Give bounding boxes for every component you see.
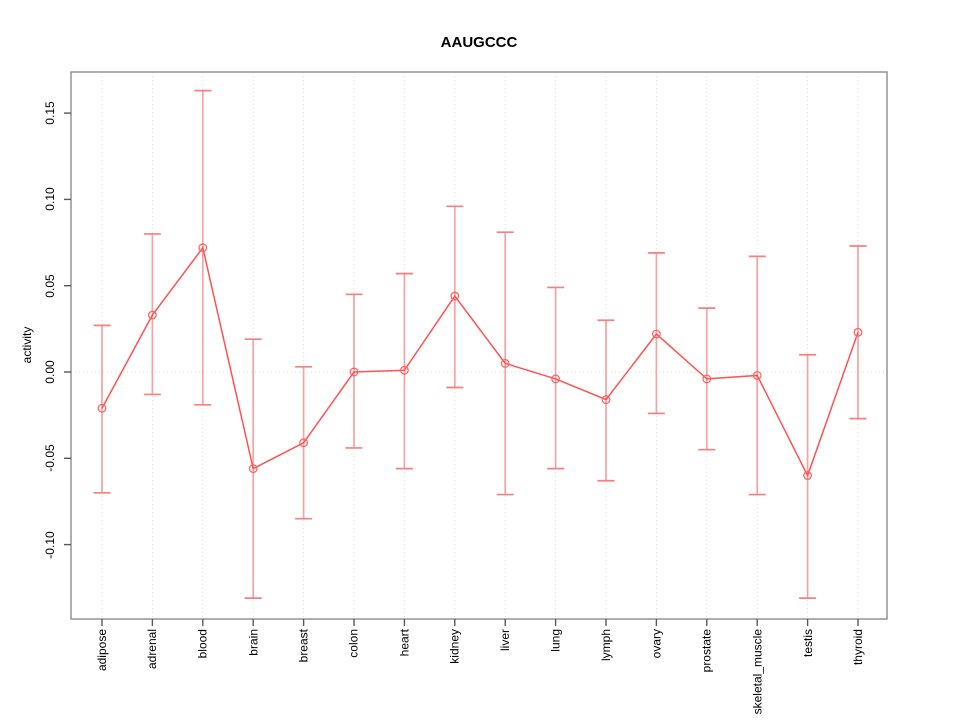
x-tick-label-liver: liver (498, 629, 513, 652)
x-tick-label-ovary: ovary (649, 629, 664, 659)
x-tick-label-prostate: prostate (699, 629, 714, 673)
data-point (198, 243, 208, 253)
data-point (147, 310, 157, 320)
data-point (97, 403, 107, 413)
data-point (551, 374, 561, 384)
x-tick-label-colon: colon (347, 629, 361, 658)
data-point (803, 471, 813, 481)
plot-box (70, 71, 888, 620)
data-point (349, 367, 359, 377)
data-point (752, 371, 762, 380)
data-point (853, 327, 863, 337)
data-point (500, 358, 510, 368)
x-tick-label-testis: testis (800, 629, 815, 658)
data-point (299, 438, 309, 448)
data-point (450, 291, 460, 301)
chart-title: AAUGCCC (440, 34, 518, 51)
y-tick-label: -0.10 (43, 530, 57, 559)
data-point (399, 365, 409, 375)
data-point (702, 374, 712, 384)
x-tick-label-lymph: lymph (599, 629, 613, 662)
x-tick-label-skeletal_muscle: skeletal_muscle (750, 629, 765, 715)
x-tick-label-heart: heart (397, 629, 412, 657)
x-tick-label-brain: brain (246, 629, 261, 656)
x-tick-label-kidney: kidney (447, 629, 462, 664)
series-line (101, 245, 859, 478)
x-tick-label-adipose: adipose (95, 629, 109, 672)
x-tick-label-breast: breast (296, 629, 311, 663)
data-point (601, 395, 611, 405)
x-tick-label-adrenal: adrenal (145, 629, 160, 670)
data-point (248, 464, 258, 474)
x-tick-label-thyroid: thyroid (851, 629, 865, 666)
x-tick-label-lung: lung (548, 629, 563, 652)
x-tick-label-blood: blood (195, 629, 210, 659)
data-point (651, 329, 661, 339)
